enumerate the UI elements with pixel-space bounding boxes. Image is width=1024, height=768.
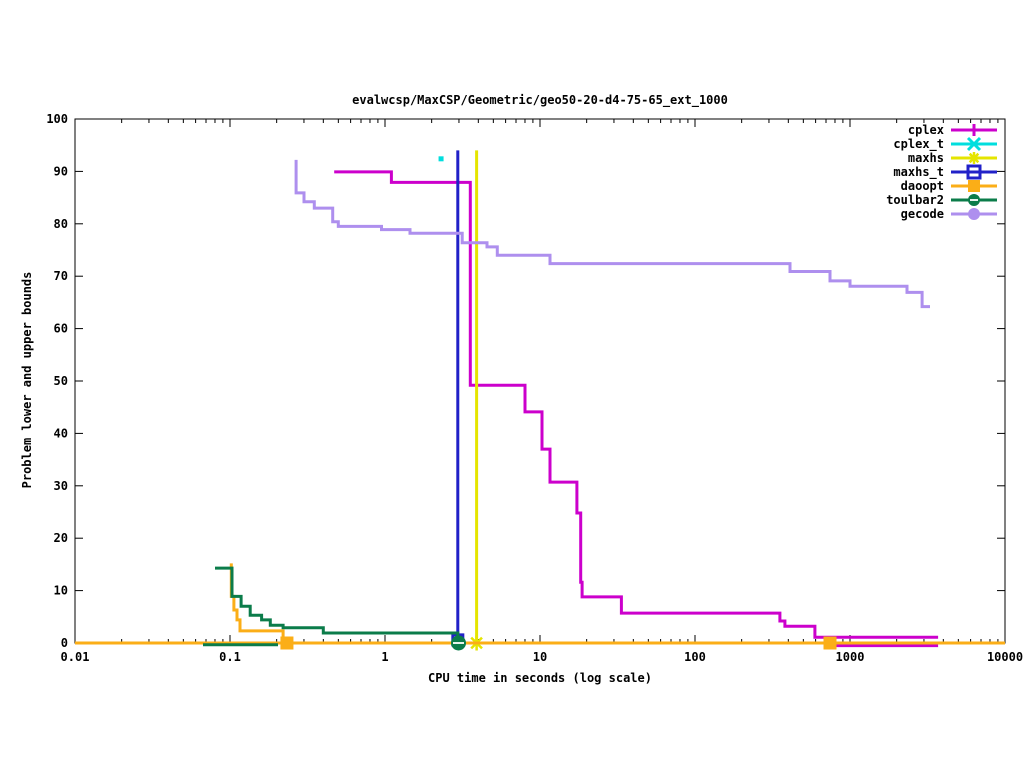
marker-small-square [438, 156, 444, 162]
series-gecode [294, 159, 930, 309]
y-tick-label: 30 [54, 479, 68, 493]
x-tick-label: 10 [533, 650, 547, 664]
series-toulbar2 [215, 566, 460, 643]
chart-title: evalwcsp/MaxCSP/Geometric/geo50-20-d4-75… [352, 93, 728, 107]
marker-filled-square [823, 636, 837, 650]
y-tick-label: 0 [61, 636, 68, 650]
x-tick-label: 0.1 [219, 650, 241, 664]
marker-open-square [966, 164, 982, 180]
x-tick-label: 100 [684, 650, 706, 664]
legend-label-gecode: gecode [901, 207, 944, 221]
marker-filled-circle [968, 208, 980, 220]
x-axis-label: CPU time in seconds (log scale) [428, 671, 652, 685]
marker-filled-square [280, 636, 294, 650]
legend-label-maxhs: maxhs [908, 151, 944, 165]
y-tick-label: 90 [54, 164, 68, 178]
x-tick-label: 1000 [836, 650, 865, 664]
y-tick-label: 80 [54, 217, 68, 231]
legend-label-cplex: cplex [908, 123, 944, 137]
series-cplex [334, 170, 939, 639]
x-tick-label: 1 [381, 650, 388, 664]
plot-border [74, 118, 1006, 644]
marker-x [966, 136, 982, 152]
legend-label-toulbar2: toulbar2 [886, 193, 944, 207]
legend-label-daoopt: daoopt [901, 179, 944, 193]
marker-filled-square [968, 180, 980, 192]
series-daoopt [229, 563, 285, 643]
legend-label-maxhs_t: maxhs_t [893, 165, 944, 180]
legend-label-cplex_t: cplex_t [893, 137, 944, 152]
y-tick-label: 50 [54, 374, 68, 388]
x-tick-label: 0.01 [61, 650, 90, 664]
x-tick-label: 10000 [987, 650, 1023, 664]
y-tick-label: 10 [54, 584, 68, 598]
y-tick-label: 40 [54, 426, 68, 440]
y-tick-label: 70 [54, 269, 68, 283]
y-tick-label: 60 [54, 322, 68, 336]
marker-asterisk [968, 152, 980, 164]
y-tick-label: 100 [46, 112, 68, 126]
y-tick-label: 20 [54, 531, 68, 545]
